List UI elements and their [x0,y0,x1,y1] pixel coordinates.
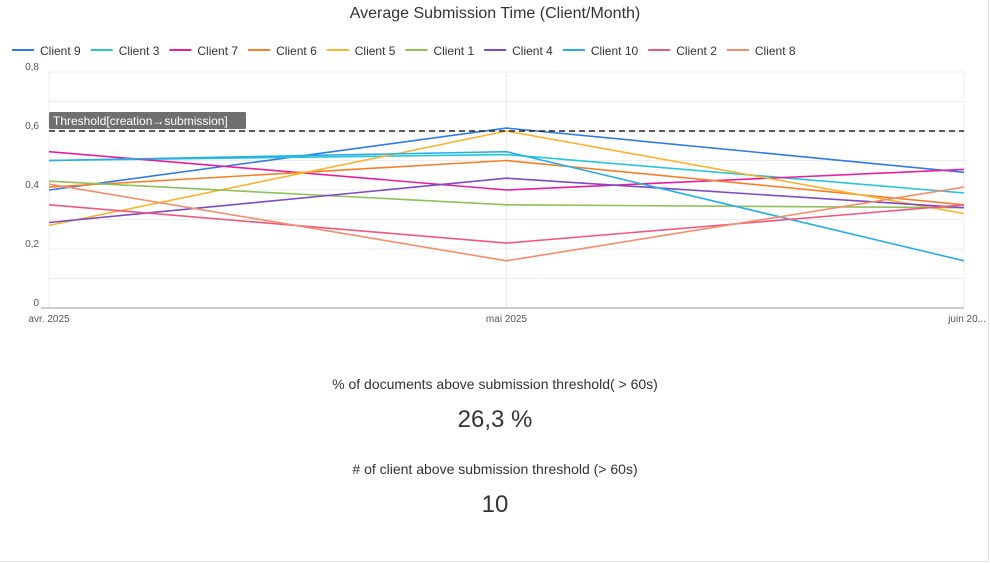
clients-above-threshold-label: # of client above submission threshold (… [352,461,638,477]
series-line-client-10 [48,150,965,262]
line-chart: Client 9 Client 3 Client 7 Client 6 Client 5… [12,44,986,325]
legend-item-client-3: Client 3 [90,44,160,58]
series-line-client-3 [48,153,965,194]
legend-item-client-4: Client 4 [484,44,553,58]
legend-label: Client 6 [276,44,317,58]
legend-item-client-1: Client 1 [405,44,474,58]
legend-label: Client 4 [512,44,553,58]
y-tick-label: 0,4 [25,180,39,191]
y-tick-label: 0,2 [25,239,39,250]
series-line-client-8 [48,183,965,262]
series-line-client-5 [48,130,965,227]
series-line-client-9 [48,127,965,191]
legend-item-client-7: Client 7 [169,44,238,58]
chart-title: Average Submission Time (Client/Month) [349,5,641,22]
legend-label: Client 9 [40,44,81,58]
legend-label: Client 7 [197,44,238,58]
clients-above-threshold-value: 10 [481,491,509,518]
x-tick-label: mai 2025 [486,314,528,325]
axis-layer: 0 0,2 0,4 0,6 0,8 avr. 2025 mai 2025 juin 20... [25,62,986,325]
x-tick-label: juin 20... [947,314,986,325]
legend-item-client-10: Client 10 [562,44,639,58]
legend-label: Client 5 [355,44,396,58]
pct-above-threshold-value: 26,3 % [457,406,533,433]
legend-item-client-2: Client 2 [648,44,717,58]
legend: Client 9 Client 3 Client 7 Client 6 Client 5… [12,44,796,58]
series-line-client-6 [48,159,965,206]
series-line-client-7 [48,150,965,191]
series-layer [48,127,965,262]
legend-item-client-5: Client 5 [326,44,396,58]
legend-item-client-9: Client 9 [12,44,81,58]
pct-above-threshold-label: % of documents above submission threshol… [332,376,658,392]
legend-label: Client 2 [676,44,717,58]
legend-label: Client 1 [433,44,474,58]
y-tick-label: 0,8 [25,62,39,73]
series-line-client-4 [48,177,965,224]
y-tick-label: 0,6 [25,121,39,132]
x-tick-label: avr. 2025 [28,314,70,325]
threshold-label-bg [49,112,246,129]
threshold-layer: Threshold[creation→submission] [49,112,964,132]
y-tick-label: 0 [33,298,39,309]
series-line-client-2 [48,204,965,244]
series-line-client-1 [48,180,965,209]
legend-label: Client 8 [755,44,796,58]
threshold-label: Threshold[creation→submission] [53,114,228,128]
legend-label: Client 10 [591,44,639,58]
legend-item-client-6: Client 6 [248,44,317,58]
legend-item-client-8: Client 8 [726,44,796,58]
legend-label: Client 3 [119,44,160,58]
